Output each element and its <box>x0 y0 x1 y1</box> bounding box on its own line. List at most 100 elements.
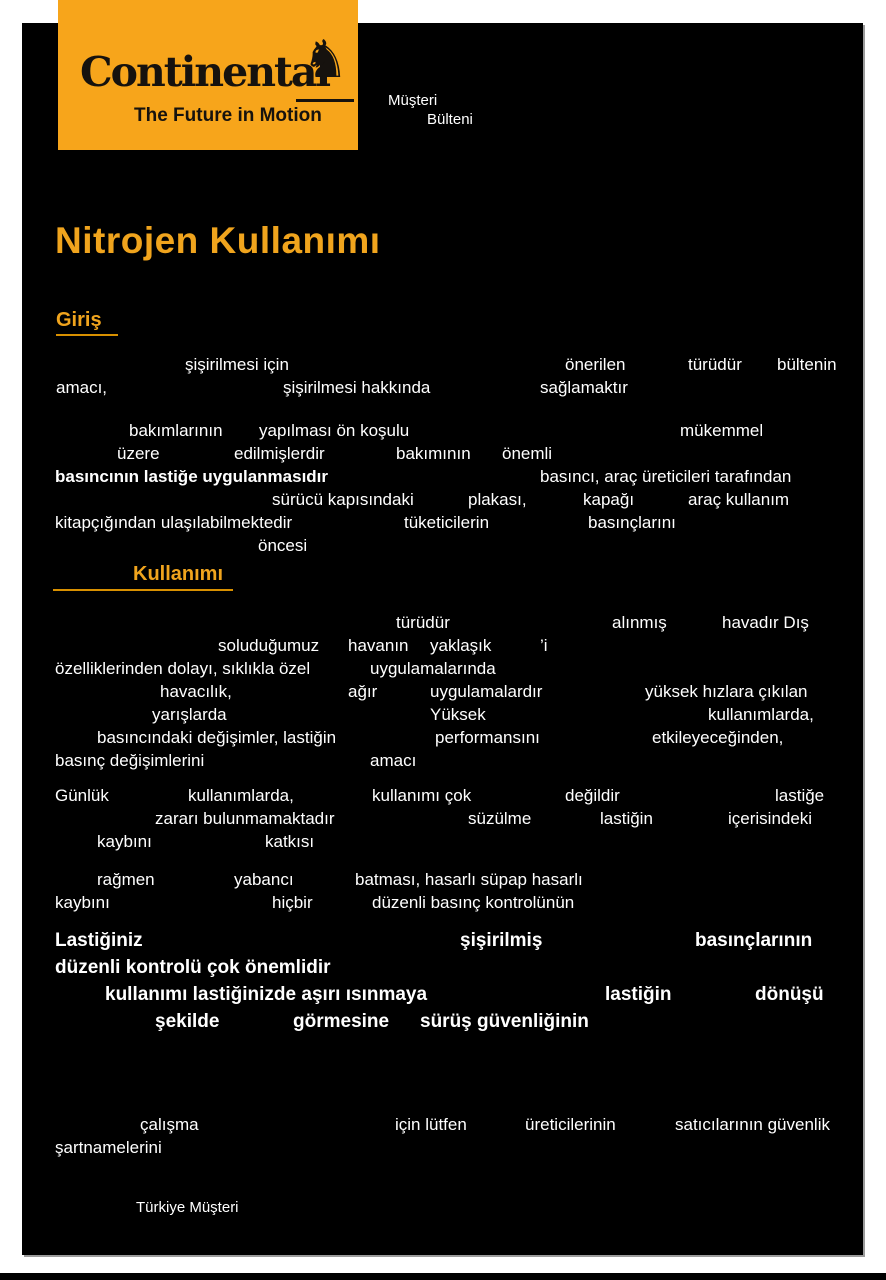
text-segment: performansını <box>435 728 540 747</box>
text-line: amacı, şişirilmesi hakkında sağlamaktır <box>0 378 886 401</box>
text-segment: Lastiğiniz <box>55 930 143 951</box>
text-segment: yabancı <box>234 870 294 889</box>
text-segment: basınçlarının <box>695 930 813 951</box>
text-line: Günlük kullanımlarda, kullanımı çok değildi… <box>0 786 886 809</box>
text-segment: şişirilmiş <box>460 930 543 951</box>
black-content-panel <box>22 23 863 1255</box>
text-segment: düzenli basınç kontrolünün <box>372 893 575 912</box>
text-segment: şişirilmesi hakkında <box>283 378 431 397</box>
text-segment: yüksek hızlara çıkılan <box>645 682 808 701</box>
text-segment: öncesi <box>258 536 308 555</box>
footer-note: Türkiye Müşteri <box>136 1199 239 1216</box>
text-segment: rağmen <box>97 870 155 889</box>
text-segment: plakası, <box>468 490 527 509</box>
text-segment: kaybını <box>55 893 110 912</box>
section-heading-kullanimi-label: Kullanımı <box>133 563 224 585</box>
text-line: Lastiğiniz şişirilmiş basınçlarının <box>0 930 886 953</box>
text-segment: dönüşü <box>755 984 824 1005</box>
text-line: çalışma için lütfen üreticilerinin satıcıla… <box>0 1115 886 1138</box>
text-segment: soluduğumuz <box>218 636 320 655</box>
text-segment: kullanımlarda, <box>188 786 294 805</box>
logo-underline <box>296 99 354 102</box>
text-segment: yarışlarda <box>152 705 227 724</box>
text-segment: lastiğin <box>605 984 672 1005</box>
text-segment: kaybını <box>97 832 152 851</box>
text-segment: havanın <box>348 636 409 655</box>
text-segment: kullanımı çok <box>372 786 472 805</box>
text-line: zararı bulunmamaktadır süzülme lastiğin içe… <box>0 809 886 832</box>
text-line: türüdür alınmış havadır Dış <box>0 613 886 636</box>
text-segment: sağlamaktır <box>540 378 628 397</box>
text-segment: ağır <box>348 682 378 701</box>
text-segment: basıncındaki değişimler, lastiğin <box>97 728 337 747</box>
rearing-horse-icon: ♞ <box>302 31 349 89</box>
text-line: öncesi <box>0 536 886 559</box>
text-segment: batması, hasarlı süpap hasarlı <box>355 870 583 889</box>
text-line: şekilde görmesine sürüş güvenliğinin <box>0 1011 886 1034</box>
text-line: rağmen yabancı batması, hasarlı süpap hasa… <box>0 870 886 893</box>
text-segment: hiçbir <box>272 893 313 912</box>
text-segment: katkısı <box>265 832 315 851</box>
text-segment: havacılık, <box>160 682 232 701</box>
text-line: bakımlarının yapılması ön koşulu mükemmel <box>0 421 886 444</box>
text-segment: basıncı, araç üreticileri tarafından <box>540 467 792 486</box>
text-segment: kullanımlarda, <box>708 705 814 724</box>
text-segment: yaklaşık <box>430 636 492 655</box>
text-segment: türüdür <box>396 613 450 632</box>
text-segment: için lütfen <box>395 1115 467 1134</box>
text-line: kitapçığından ulaşılabilmektedir tüketici… <box>0 513 886 536</box>
text-segment: bültenin <box>777 355 837 374</box>
text-segment: sürücü kapısındaki <box>272 490 414 509</box>
text-segment: özelliklerinden dolayı, sıklıkla özel <box>55 659 311 678</box>
text-line: kullanımı lastiğinizde aşırı ısınmaya las… <box>0 984 886 1007</box>
text-segment: kapağı <box>583 490 635 509</box>
text-line: basıncındaki değişimler, lastiğin perform… <box>0 728 886 751</box>
text-segment: üzere <box>117 444 160 463</box>
text-line: şişirilmesi için önerilen türüdür bültenin <box>0 355 886 378</box>
text-segment: amacı, <box>56 378 108 397</box>
text-segment: düzenli kontrolü çok önemlidir <box>55 957 331 978</box>
masthead-label-bulteni: Bülteni <box>427 111 473 128</box>
bottom-rule <box>0 1273 886 1280</box>
masthead-label-musteri: Müşteri <box>388 92 438 109</box>
text-line: basınç değişimlerini amacı <box>0 751 886 774</box>
text-segment: kullanımı lastiğinizde aşırı ısınmaya <box>105 984 428 1005</box>
text-segment: Günlük <box>55 786 109 805</box>
text-segment: üreticilerinin <box>525 1115 616 1134</box>
text-segment: edilmişlerdir <box>234 444 325 463</box>
continental-wordmark: Continental <box>80 48 331 96</box>
text-segment: ’i <box>540 636 548 655</box>
text-segment: lastiğin <box>600 809 653 828</box>
continental-logo-box: Continental ♞ The Future in Motion <box>58 0 358 150</box>
text-segment: bakımının <box>396 444 471 463</box>
text-segment: sürüş güvenliğinin <box>420 1011 589 1032</box>
text-segment: içerisindeki <box>728 809 813 828</box>
text-segment: basınç değişimlerini <box>55 751 205 770</box>
text-segment: uygulamalarında <box>370 659 496 678</box>
text-segment: şekilde <box>155 1011 220 1032</box>
text-line: şartnamelerini <box>0 1138 886 1161</box>
text-segment: bakımlarının <box>129 421 223 440</box>
text-segment: uygulamalardır <box>430 682 543 701</box>
text-segment: basıncının lastiğe uygulanmasıdır <box>55 467 329 486</box>
text-line: kaybını hiçbir düzenli basınç kontrolünün <box>0 893 886 916</box>
text-segment: şartnamelerini <box>55 1138 162 1157</box>
text-segment: kitapçığından ulaşılabilmektedir <box>55 513 293 532</box>
text-segment: önerilen <box>565 355 626 374</box>
text-segment: şişirilmesi için <box>185 355 289 374</box>
text-segment: amacı <box>370 751 417 770</box>
text-line: soluduğumuz havanın yaklaşık ’i <box>0 636 886 659</box>
text-line: havacılık, ağır uygulamalardır yüksek hızla… <box>0 682 886 705</box>
text-segment: türüdür <box>688 355 742 374</box>
text-segment: araç kullanım <box>688 490 790 509</box>
text-segment: havadır Dış <box>722 613 809 632</box>
text-segment: değildir <box>565 786 620 805</box>
text-line: yarışlarda Yüksek kullanımlarda, <box>0 705 886 728</box>
text-segment: Yüksek <box>430 705 486 724</box>
text-segment: yapılması ön koşulu <box>259 421 410 440</box>
text-segment: alınmış <box>612 613 667 632</box>
text-line: düzenli kontrolü çok önemlidir <box>0 957 886 980</box>
text-line: sürücü kapısındaki plakası, kapağı araç kul… <box>0 490 886 513</box>
text-segment: görmesine <box>293 1011 390 1032</box>
